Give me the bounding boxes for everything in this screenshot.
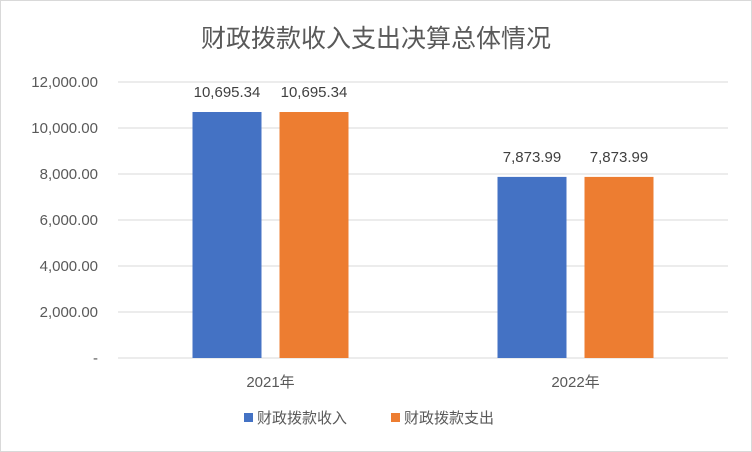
- data-labels: 10,695.34 10,695.34 7,873.99 7,873.99: [194, 84, 649, 166]
- y-tick-label: 12,000.00: [31, 74, 98, 91]
- x-category-label: 2021年: [246, 374, 294, 391]
- data-label: 10,695.34: [194, 84, 261, 101]
- bars: [192, 112, 654, 359]
- x-axis-categories: 2021年 2022年: [246, 374, 599, 391]
- chart-title: 财政拨款收入支出决算总体情况: [201, 25, 551, 53]
- data-label: 7,873.99: [503, 149, 561, 166]
- data-label: 7,873.99: [590, 149, 648, 166]
- y-tick-label: 8,000.00: [40, 166, 98, 183]
- bar-1-2: [497, 176, 567, 358]
- y-tick-label: 4,000.00: [40, 258, 98, 275]
- data-label: 10,695.34: [281, 84, 348, 101]
- legend-label: 财政拨款支出: [404, 410, 494, 427]
- legend: 财政拨款收入 财政拨款支出: [244, 410, 494, 427]
- bar-1-1: [192, 112, 262, 359]
- y-tick-label: 6,000.00: [40, 212, 98, 229]
- y-tick-label: 2,000.00: [40, 304, 98, 321]
- y-axis-ticks: - 2,000.00 4,000.00 6,000.00 8,000.00 10,000.…: [31, 74, 98, 367]
- bar-2-2: [584, 176, 654, 358]
- legend-swatch: [391, 413, 400, 422]
- legend-swatch: [244, 413, 253, 422]
- legend-label: 财政拨款收入: [257, 410, 347, 427]
- x-category-label: 2022年: [551, 374, 599, 391]
- y-tick-label: -: [93, 350, 98, 367]
- bar-2-1: [279, 112, 349, 359]
- y-tick-label: 10,000.00: [31, 120, 98, 137]
